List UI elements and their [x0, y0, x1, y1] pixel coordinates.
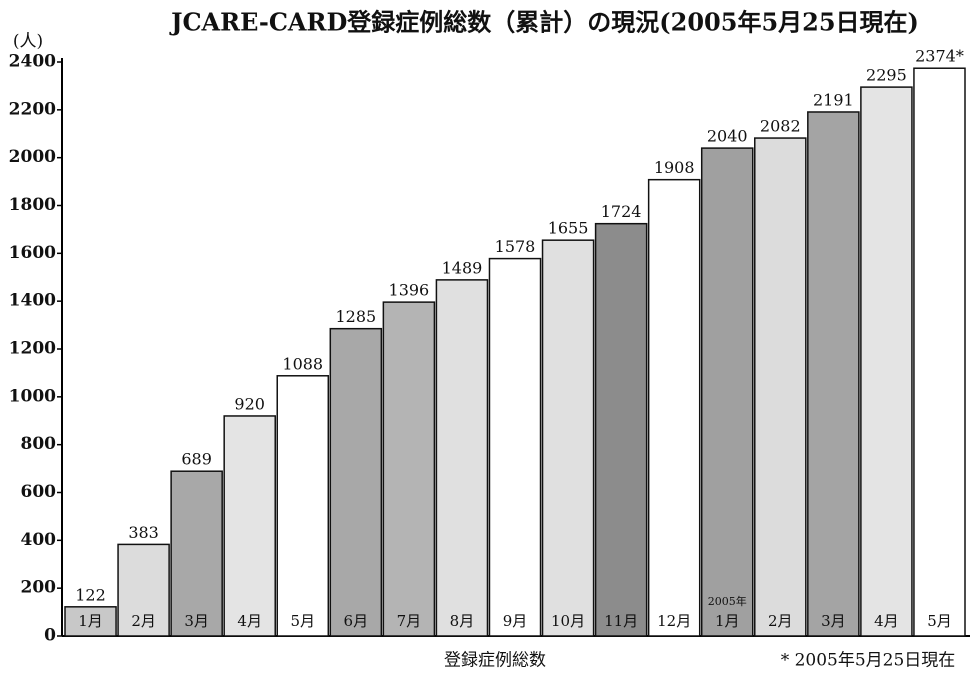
y-tick-label: 200	[21, 578, 57, 598]
x-tick-label: 6月	[344, 612, 369, 630]
value-label: 1088	[282, 354, 323, 373]
x-axis-label: 登録症例総数	[444, 651, 546, 671]
y-unit: (人)	[13, 32, 43, 52]
y-tick-label: 2200	[9, 99, 56, 119]
bar	[594, 222, 648, 637]
bar	[913, 67, 966, 637]
x-tick-label: 5月	[290, 612, 315, 630]
x-tick-label: 9月	[503, 612, 528, 630]
value-label: 689	[181, 450, 212, 469]
bar	[382, 301, 436, 637]
x-tick-label: 12月	[657, 612, 691, 630]
x-tick-label: 11月	[604, 612, 638, 630]
y-tick-label: 0	[44, 626, 56, 646]
bar	[541, 239, 595, 637]
value-label: 1578	[495, 237, 536, 256]
y-tick-label: 1400	[9, 291, 56, 311]
bar	[435, 279, 489, 637]
value-label: 1655	[548, 219, 589, 238]
value-label: 1285	[335, 307, 376, 326]
value-label: 1908	[654, 158, 695, 177]
value-label: 122	[75, 585, 106, 604]
annotation: * 2005年5月25日現在	[781, 651, 956, 671]
x-tick-label: 10月	[551, 612, 585, 630]
y-tick-label: 1600	[9, 243, 56, 263]
bar	[64, 606, 117, 637]
y-tick-label: 600	[21, 482, 57, 502]
x-tick-label: 7月	[397, 612, 422, 630]
y-tick-label: 800	[21, 434, 57, 454]
value-label: 2191	[813, 90, 854, 109]
value-label: 2082	[760, 117, 801, 136]
x-tick-label: 1月	[715, 612, 740, 630]
bar	[117, 543, 170, 637]
x-tick-label: 1月	[78, 612, 103, 630]
x-tick-label: 3月	[184, 612, 209, 630]
value-label: 920	[234, 394, 265, 413]
bar	[860, 86, 913, 637]
value-label: 2295	[866, 66, 907, 85]
bar	[223, 415, 276, 637]
y-tick-label: 1200	[9, 339, 56, 359]
y-tick-label: 2000	[9, 147, 56, 167]
chart-title: JCARE-CARD登録症例総数（累計）の現況(2005年5月25日現在)	[169, 8, 919, 37]
bar	[807, 111, 860, 637]
x-tick-label: 3月	[821, 612, 846, 630]
bar	[488, 257, 542, 637]
x-tick-label: 2月	[768, 612, 793, 630]
value-label: 1489	[442, 258, 483, 277]
bar	[276, 375, 330, 637]
x-tick-label: 4月	[874, 612, 899, 630]
bar	[754, 137, 807, 637]
y-tick-label: 1800	[9, 195, 56, 215]
y-tick-label: 2400	[9, 52, 56, 72]
x-tick-label: 2月	[131, 612, 156, 630]
x-tick-label: 4月	[237, 612, 262, 630]
x-tick-label: 5月	[927, 612, 952, 630]
bar	[700, 147, 754, 637]
value-label: 2040	[707, 127, 748, 146]
value-label: 1396	[389, 281, 430, 300]
value-label: 383	[128, 523, 159, 542]
year-label: 2005年	[708, 594, 747, 608]
x-tick-label: 8月	[450, 612, 475, 630]
bar	[647, 178, 701, 637]
y-tick-label: 400	[21, 530, 57, 550]
value-label: 2374*	[915, 47, 964, 66]
value-label: 1724	[601, 202, 642, 221]
y-tick-label: 1000	[9, 386, 56, 406]
bar	[170, 470, 223, 637]
bar	[329, 327, 383, 637]
